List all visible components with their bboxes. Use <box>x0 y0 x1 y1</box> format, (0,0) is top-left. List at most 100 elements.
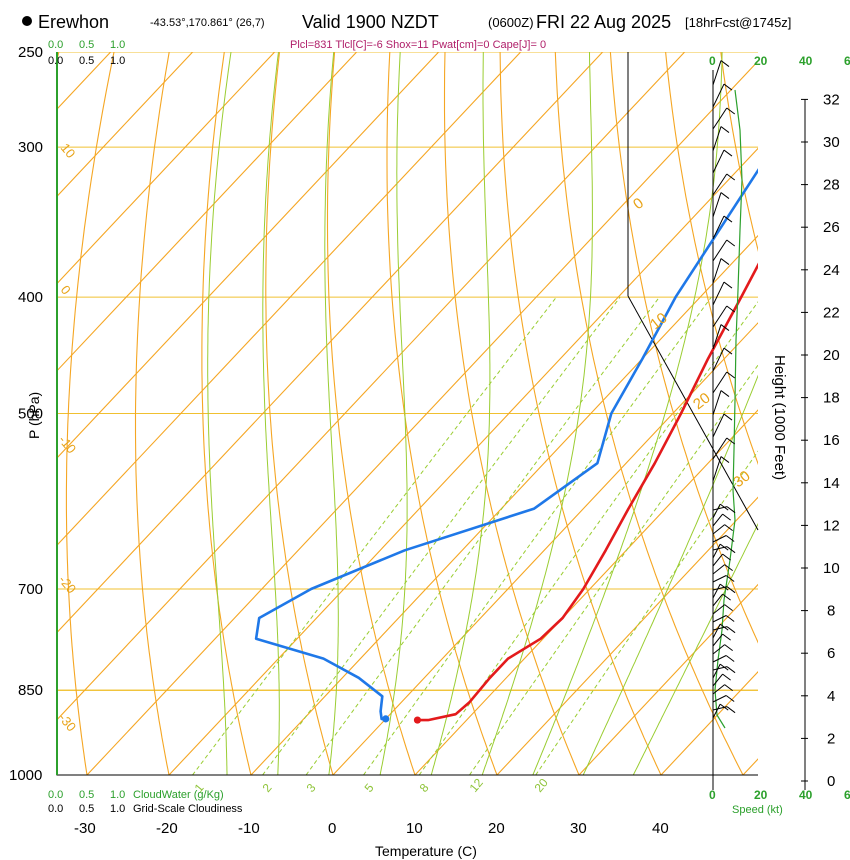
wind-barb-flag <box>719 663 729 671</box>
wind-barb-shaft <box>712 413 725 438</box>
isotherm-line <box>57 52 276 285</box>
mixing-ratio-line <box>469 364 758 775</box>
mixing-ratio-label: 2 <box>260 781 275 795</box>
isotherm-line <box>578 583 758 775</box>
isotherm-line <box>496 496 758 775</box>
wind-barb-flag <box>726 586 736 594</box>
wind-barb-flag <box>719 503 729 511</box>
wind-barb-shaft <box>712 673 724 687</box>
wind-barb-shaft <box>712 513 724 527</box>
wind-barb-flag <box>722 593 731 601</box>
wind-barb-flag <box>719 703 729 711</box>
cloudwater-scale-label-bottom: 0.5 <box>79 789 94 801</box>
wind-barb-flag <box>726 506 736 514</box>
wind-barb-flag <box>726 239 736 247</box>
surface-dewpoint-marker <box>382 715 390 723</box>
wind-barb-shaft <box>712 615 727 623</box>
theta-label: 0 <box>630 195 647 214</box>
wind-barb-shaft <box>712 126 722 152</box>
height-tick-label: 20 <box>823 347 840 364</box>
mixing-ratio-line <box>192 296 557 775</box>
mixing-ratio-line <box>305 296 660 775</box>
temperature-profile-line <box>417 262 758 722</box>
moist-adiabat-line <box>481 52 593 775</box>
moist-adiabat-line <box>207 52 232 775</box>
isotherm-label: 0 <box>58 282 74 297</box>
wind-barb-shaft <box>712 456 722 482</box>
isotherm-line <box>250 234 758 775</box>
wind-barb-shaft <box>712 593 724 607</box>
isotherm-label: 10 <box>58 140 79 161</box>
height-tick-label: 26 <box>823 219 840 236</box>
wind-barb-flag <box>724 604 733 611</box>
wind-barb-flag <box>719 623 729 631</box>
dry-adiabat-line <box>265 52 334 775</box>
cloudwater-scale-label-bottom: 1.0 <box>110 789 125 801</box>
forecast-info: [18hrFcst@1745z] <box>685 15 791 30</box>
height-tick-label: 30 <box>823 134 840 151</box>
cloudwater-scale-label-top: 1.0 <box>110 39 125 51</box>
temperature-tick-label: 30 <box>570 820 587 837</box>
temperature-tick-label: 20 <box>488 820 505 837</box>
theta-label: 10 <box>647 309 671 333</box>
dry-adiabat-line <box>326 52 416 775</box>
wind-barb-flag <box>722 633 731 641</box>
wind-barb-flag <box>719 583 729 591</box>
height-tick-label: 28 <box>823 177 840 194</box>
isotherm-line <box>414 409 758 775</box>
wind-barb-shaft <box>712 173 728 196</box>
wind-barb-flag <box>726 173 736 181</box>
wind-barb-shaft <box>712 575 727 583</box>
wind-barb-flag <box>725 575 735 582</box>
height-tick-label: 10 <box>823 560 840 577</box>
height-tick-label: 8 <box>827 603 835 620</box>
wind-barb-shaft <box>712 281 725 306</box>
height-tick-label: 22 <box>823 304 840 321</box>
wind-barb-flag <box>723 215 733 223</box>
cloudwater-scale-label-top: 0.0 <box>48 39 63 51</box>
sounding-parameters: Plcl=831 Tlcl[C]=-6 Shox=11 Pwat[cm]=0 C… <box>290 39 546 51</box>
theta-label: 20 <box>690 389 714 413</box>
mixing-ratio-label: 20 <box>532 775 552 794</box>
temperature-tick-label: 40 <box>652 820 669 837</box>
isotherm-line <box>57 52 604 634</box>
cloudiness-scale-label-top: 0.5 <box>79 55 94 67</box>
dry-adiabat-line <box>665 52 758 466</box>
wind-barb-flag <box>720 456 730 463</box>
cloudwater-label: CloudWater (g/Kg) <box>133 789 224 801</box>
wind-barb-shaft <box>712 623 721 639</box>
wind-barb-flag <box>724 644 733 651</box>
moist-adiabat-line <box>532 52 723 775</box>
temperature-tick-label: 0 <box>328 820 336 837</box>
wind-barb-flag <box>726 706 736 714</box>
wind-barb-flag <box>723 149 733 157</box>
wind-barb-shaft <box>712 663 721 679</box>
moist-adiabat-line <box>379 52 408 775</box>
dry-adiabat-line <box>386 52 498 775</box>
dewpoint-profile-line <box>254 168 758 721</box>
isotherm-line <box>660 671 758 775</box>
profiles <box>254 168 758 724</box>
speed-tick-label-bottom: 20 <box>754 788 768 802</box>
valid-date: FRI 22 Aug 2025 <box>536 12 671 32</box>
wind-barb-flag <box>723 347 733 355</box>
height-tick-label: 32 <box>823 91 840 108</box>
cloudiness-scale-label-top: 0.0 <box>48 55 63 67</box>
speed-tick-label-top: 20 <box>754 54 768 68</box>
wind-barb-shaft <box>712 604 725 615</box>
height-tick-label: 12 <box>823 517 840 534</box>
wind-barb-shaft <box>712 239 728 262</box>
mixing-ratio-line <box>535 450 758 775</box>
location-name: Erewhon <box>38 12 109 32</box>
wind-barb-shaft <box>712 149 725 174</box>
cloudiness-scale-label-bottom: 0.5 <box>79 803 94 815</box>
dry-adiabat-line <box>134 52 170 775</box>
wind-barb-flag <box>725 655 735 662</box>
dry-adiabat-line <box>201 52 252 775</box>
wind-barb-shaft <box>712 347 725 372</box>
wind-barb-shaft <box>712 543 721 559</box>
height-tick-label: 18 <box>823 390 840 407</box>
wind-barb-shaft <box>712 684 725 695</box>
pressure-tick-label: 500 <box>18 406 43 423</box>
